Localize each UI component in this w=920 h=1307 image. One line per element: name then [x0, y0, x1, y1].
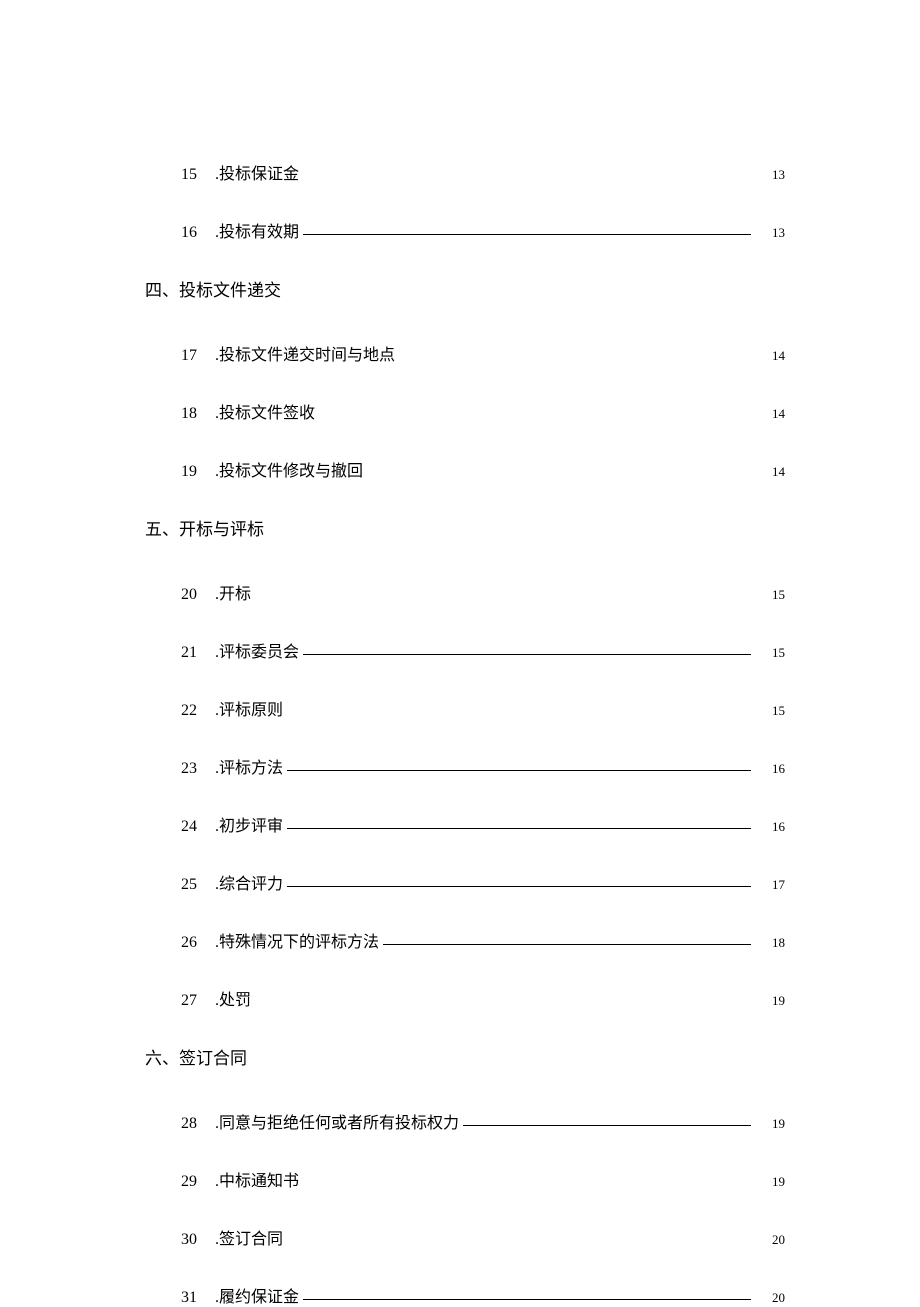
toc-section6-items: 28 .同意与拒绝任何或者所有投标权力 19 29 .中标通知书 19 30 .…: [145, 1109, 785, 1307]
toc-number: 23: [165, 760, 215, 778]
toc-page: 16: [755, 819, 785, 835]
toc-number: 31: [165, 1289, 215, 1307]
toc-entry: 28 .同意与拒绝任何或者所有投标权力 19: [165, 1109, 785, 1133]
toc-pre-section: 15 .投标保证金 13 16 .投标有效期 13: [145, 160, 785, 242]
toc-section5-items: 20 .开标 15 21 .评标委员会 15 22 .评标原则 15 23 .评…: [145, 580, 785, 1010]
toc-number: 27: [165, 992, 215, 1010]
toc-entry: 20 .开标 15: [165, 580, 785, 604]
toc-leader: [287, 886, 751, 887]
toc-container: 15 .投标保证金 13 16 .投标有效期 13 四、投标文件递交 17 .投…: [0, 0, 920, 1307]
toc-title: .履约保证金: [215, 1283, 299, 1307]
toc-page: 20: [755, 1232, 785, 1248]
toc-entry: 31 .履约保证金 20: [165, 1283, 785, 1307]
toc-title: .投标保证金: [215, 160, 299, 184]
toc-page: 15: [755, 645, 785, 661]
toc-leader: [303, 654, 751, 655]
toc-title: .评标委员会: [215, 638, 299, 662]
toc-page: 14: [755, 406, 785, 422]
toc-entry: 17 .投标文件递交时间与地点 14: [165, 341, 785, 365]
toc-number: 25: [165, 876, 215, 894]
toc-leader: [303, 1299, 751, 1300]
toc-number: 20: [165, 586, 215, 604]
toc-entry: 30 .签订合同 20: [165, 1225, 785, 1249]
toc-number: 19: [165, 463, 215, 481]
toc-number: 24: [165, 818, 215, 836]
toc-title: .中标通知书: [215, 1167, 299, 1191]
toc-number: 15: [165, 166, 215, 184]
toc-title: .投标文件修改与撤回: [215, 457, 363, 481]
toc-title: .综合评力: [215, 870, 283, 894]
toc-title: .处罚: [215, 986, 251, 1010]
toc-page: 19: [755, 993, 785, 1009]
toc-entry: 22 .评标原则 15: [165, 696, 785, 720]
toc-entry: 27 .处罚 19: [165, 986, 785, 1010]
toc-title: .特殊情况下的评标方法: [215, 928, 379, 952]
toc-title: .开标: [215, 580, 251, 604]
toc-leader: [287, 770, 751, 771]
section-heading-4: 四、投标文件递交: [145, 276, 785, 301]
toc-entry: 18 .投标文件签收 14: [165, 399, 785, 423]
toc-entry: 23 .评标方法 16: [165, 754, 785, 778]
toc-title: .投标有效期: [215, 218, 299, 242]
toc-page: 16: [755, 761, 785, 777]
toc-number: 29: [165, 1173, 215, 1191]
toc-entry: 24 .初步评审 16: [165, 812, 785, 836]
toc-page: 18: [755, 935, 785, 951]
toc-leader: [303, 234, 751, 235]
toc-number: 21: [165, 644, 215, 662]
toc-page: 14: [755, 464, 785, 480]
toc-entry: 29 .中标通知书 19: [165, 1167, 785, 1191]
toc-number: 22: [165, 702, 215, 720]
toc-title: .投标文件递交时间与地点: [215, 341, 395, 365]
toc-leader: [287, 828, 751, 829]
toc-entry: 25 .综合评力 17: [165, 870, 785, 894]
toc-entry: 21 .评标委员会 15: [165, 638, 785, 662]
toc-entry: 15 .投标保证金 13: [165, 160, 785, 184]
toc-page: 15: [755, 703, 785, 719]
toc-number: 18: [165, 405, 215, 423]
toc-section4-items: 17 .投标文件递交时间与地点 14 18 .投标文件签收 14 19 .投标文…: [145, 341, 785, 481]
toc-title: .投标文件签收: [215, 399, 315, 423]
section-heading-6: 六、签订合同: [145, 1044, 785, 1069]
toc-page: 19: [755, 1116, 785, 1132]
toc-page: 20: [755, 1290, 785, 1306]
toc-entry: 16 .投标有效期 13: [165, 218, 785, 242]
toc-entry: 26 .特殊情况下的评标方法 18: [165, 928, 785, 952]
toc-number: 28: [165, 1115, 215, 1133]
toc-title: .评标方法: [215, 754, 283, 778]
toc-page: 17: [755, 877, 785, 893]
toc-number: 30: [165, 1231, 215, 1249]
toc-title: .签订合同: [215, 1225, 283, 1249]
toc-number: 26: [165, 934, 215, 952]
toc-leader: [383, 944, 751, 945]
toc-title: .评标原则: [215, 696, 283, 720]
section-heading-5: 五、开标与评标: [145, 515, 785, 540]
toc-page: 14: [755, 348, 785, 364]
toc-page: 15: [755, 587, 785, 603]
toc-page: 13: [755, 167, 785, 183]
toc-page: 13: [755, 225, 785, 241]
toc-title: .初步评审: [215, 812, 283, 836]
toc-page: 19: [755, 1174, 785, 1190]
toc-leader: [463, 1125, 751, 1126]
toc-entry: 19 .投标文件修改与撤回 14: [165, 457, 785, 481]
toc-number: 16: [165, 224, 215, 242]
toc-title: .同意与拒绝任何或者所有投标权力: [215, 1109, 459, 1133]
toc-number: 17: [165, 347, 215, 365]
